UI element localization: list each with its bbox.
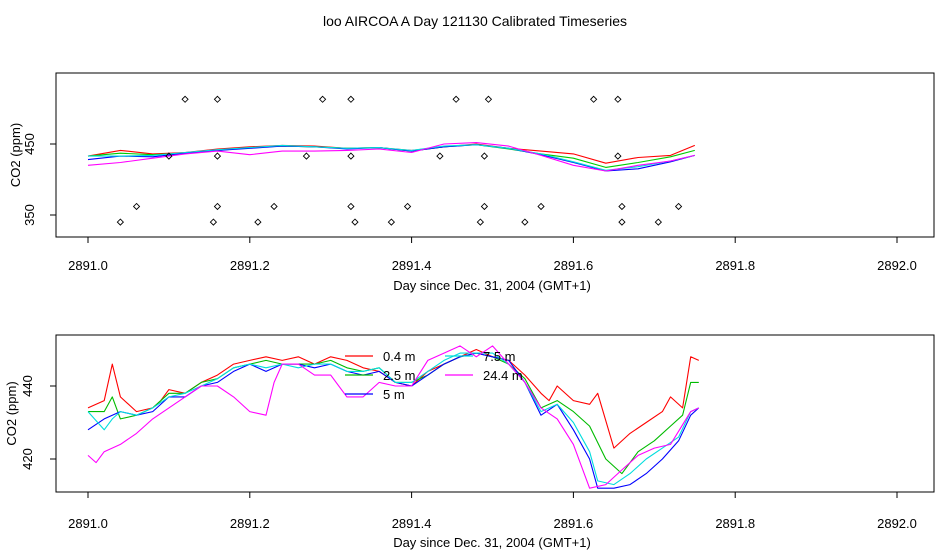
data-marker bbox=[480, 202, 489, 211]
data-marker bbox=[209, 218, 218, 226]
legend-label-2-5-m: 2.5 m bbox=[383, 368, 416, 383]
plot-frame bbox=[55, 334, 935, 493]
x-axis-label: Day since Dec. 31, 2004 (GMT+1) bbox=[393, 278, 591, 293]
data-marker bbox=[618, 202, 626, 211]
series-line-24-4-m bbox=[87, 142, 695, 172]
x-tick-label: 2892.0 bbox=[877, 258, 917, 273]
data-marker bbox=[347, 152, 355, 160]
x-tick-label: 2891.2 bbox=[230, 516, 270, 531]
chart-legend: 0.4 m 2.5 m 5 m 7.5 m 24.4 m bbox=[345, 349, 523, 402]
data-marker bbox=[213, 152, 222, 160]
data-marker bbox=[132, 202, 141, 211]
y-tick-label: 420 bbox=[20, 448, 35, 470]
data-marker bbox=[654, 218, 662, 226]
series-line-7-5-m bbox=[88, 144, 695, 171]
data-marker bbox=[351, 218, 359, 226]
y-axis-label: CO2 (ppm) bbox=[8, 123, 23, 187]
data-marker bbox=[614, 95, 622, 103]
data-marker bbox=[452, 95, 460, 103]
data-marker bbox=[484, 95, 493, 103]
data-marker bbox=[347, 95, 355, 103]
data-marker bbox=[116, 218, 124, 226]
x-tick-label: 2891.4 bbox=[392, 516, 432, 531]
plot-frame bbox=[55, 72, 935, 238]
data-marker bbox=[318, 95, 327, 103]
x-tick-label: 2891.8 bbox=[715, 516, 755, 531]
data-marker bbox=[254, 218, 262, 226]
data-marker bbox=[387, 218, 396, 226]
x-tick-label: 2891.2 bbox=[230, 258, 270, 273]
x-tick-label: 2891.8 bbox=[715, 258, 755, 273]
figure-title: loo AIRCOA A Day 121130 Calibrated Times… bbox=[323, 13, 627, 29]
data-marker bbox=[403, 202, 412, 211]
data-marker bbox=[302, 152, 311, 160]
legend-label-24-4-m: 24.4 m bbox=[483, 368, 523, 383]
data-marker bbox=[213, 95, 222, 103]
data-marker bbox=[347, 202, 355, 211]
bottom-panel-co2-timeseries: 2891.0 2891.2 2891.4 2891.6 2891.8 2892.0 420 4… bbox=[4, 334, 935, 550]
legend-label-0-4-m: 0.4 m bbox=[383, 349, 416, 364]
y-tick-label: 350 bbox=[22, 204, 37, 226]
y-tick-label: 440 bbox=[20, 375, 35, 397]
data-marker bbox=[618, 218, 626, 226]
x-tick-label: 2892.0 bbox=[877, 516, 917, 531]
data-marker bbox=[476, 218, 485, 226]
data-marker bbox=[436, 152, 444, 160]
top-panel-all-heights: 2891.0 2891.2 2891.4 2891.6 2891.8 2892.0 350 4… bbox=[8, 72, 935, 293]
legend-label-5-m: 5 m bbox=[383, 387, 405, 402]
y-axis-label: CO2 (ppm) bbox=[4, 381, 19, 445]
data-marker bbox=[181, 95, 189, 103]
data-marker bbox=[674, 202, 683, 211]
data-marker bbox=[165, 152, 173, 160]
x-axis-label: Day since Dec. 31, 2004 (GMT+1) bbox=[393, 535, 591, 550]
data-marker bbox=[480, 152, 489, 160]
x-tick-label: 2891.6 bbox=[554, 516, 594, 531]
x-tick-label: 2891.4 bbox=[392, 258, 432, 273]
data-marker bbox=[537, 202, 545, 211]
data-marker bbox=[521, 218, 529, 226]
data-marker bbox=[589, 95, 598, 103]
legend-label-7-5-m: 7.5 m bbox=[483, 349, 516, 364]
series-line-7-5-m bbox=[87, 352, 700, 486]
data-marker bbox=[213, 202, 222, 211]
x-tick-label: 2891.0 bbox=[68, 516, 108, 531]
data-marker bbox=[270, 202, 278, 211]
series-line-24-4-m bbox=[87, 345, 700, 489]
x-tick-label: 2891.0 bbox=[68, 258, 108, 273]
data-marker bbox=[614, 152, 622, 160]
x-tick-label: 2891.6 bbox=[554, 258, 594, 273]
y-tick-label: 450 bbox=[22, 133, 37, 155]
